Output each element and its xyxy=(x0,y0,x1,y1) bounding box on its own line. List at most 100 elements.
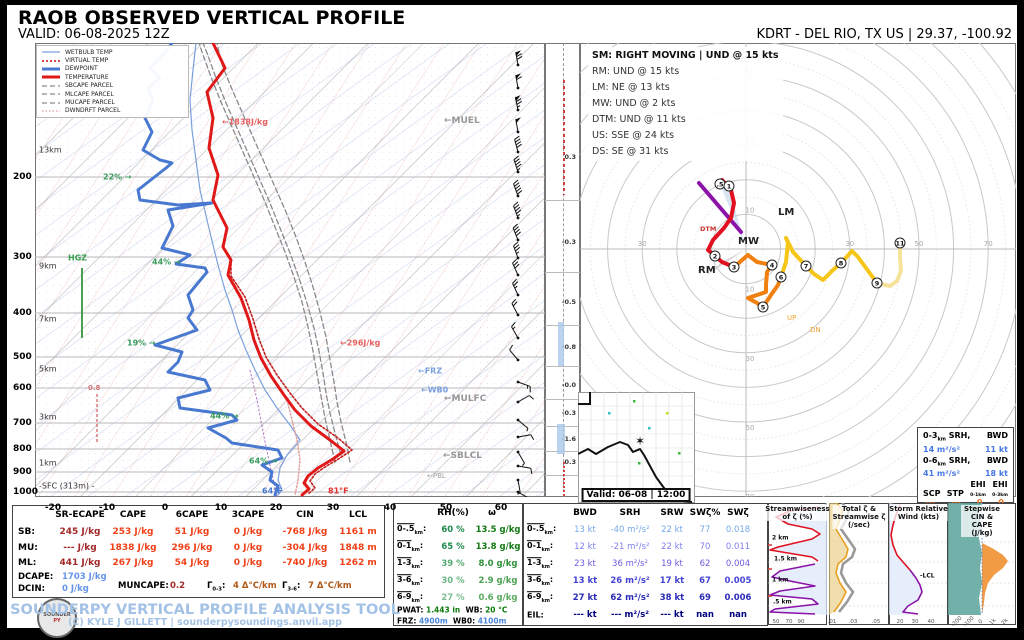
panel-tick-label: .01 xyxy=(827,619,837,625)
kinematics-cell: 0.018 xyxy=(725,525,751,535)
hodo-ring-label: 10 xyxy=(746,286,755,294)
hodo-trace xyxy=(875,241,903,288)
profile-mixratio-line xyxy=(249,369,278,497)
srh-0-6-value: 41 m²/s² xyxy=(923,469,960,479)
omega-divider xyxy=(545,200,580,201)
storm-motion-ds: DS: SE @ 31 kts xyxy=(592,146,669,157)
moisture-w-value: 2.9 g/kg xyxy=(478,576,518,586)
temp-tick-label: 20 xyxy=(269,503,283,513)
wind-barb xyxy=(515,117,521,134)
thermo-header: SR-ECAPE xyxy=(55,510,105,520)
wind-barb xyxy=(515,50,523,67)
wind-barb xyxy=(516,418,529,432)
annotation: ←FRZ xyxy=(418,366,443,376)
omega-divider xyxy=(545,366,580,367)
wind-barb xyxy=(512,258,520,277)
moisture-row-label: 0-.5km: xyxy=(397,524,427,536)
hodo-label-dn: DN xyxy=(810,326,821,334)
stp-value: --- xyxy=(951,498,961,507)
kinematics-header: SRW xyxy=(660,508,684,518)
panel-tick-label: 30 xyxy=(911,619,919,625)
kinematics-header: BWD xyxy=(573,508,597,518)
wind-barb xyxy=(516,434,535,441)
radar-echo-dot xyxy=(608,412,611,415)
thermo-header: 3CAPE xyxy=(231,510,265,520)
kinematics-cell: --- kt xyxy=(573,610,597,620)
omega-value: -1.6 xyxy=(561,435,576,443)
svg-text:.5: .5 xyxy=(717,180,724,188)
lapse-0-3-label: Γ0-3: xyxy=(207,581,226,593)
height-label: 9km xyxy=(39,261,57,271)
hodo-label-dtm: DTM xyxy=(700,225,716,233)
footer-credit: (C) KYLE J GILLETT | sounderpysoundings.… xyxy=(68,617,342,628)
svg-text:2: 2 xyxy=(713,252,718,260)
moisture-row-label: 3-6km: xyxy=(397,575,424,587)
thermo-cell: 0 J/kg xyxy=(233,558,263,568)
legend-item: DWNDRFT PARCEL xyxy=(41,107,184,115)
hodo-ring-label: 30 xyxy=(845,240,854,248)
inset-valid-label: Valid: 06-08 | 12:00 xyxy=(581,488,691,502)
wind-barb xyxy=(513,179,523,198)
legend-item: MUCAPE PARCEL xyxy=(41,98,184,106)
thermo-header: CAPE xyxy=(119,510,147,520)
svg-text:5: 5 xyxy=(761,303,766,311)
height-label: 7km xyxy=(39,314,57,324)
annotation: ←WB0 xyxy=(421,385,449,395)
thermo-cell: -304 J/kg xyxy=(282,543,328,553)
thermo-cell: 0 J/kg xyxy=(233,527,263,537)
pressure-tick-label: 400 xyxy=(13,308,32,318)
annotation: 22% → xyxy=(103,172,132,182)
location-inset-map xyxy=(578,392,695,503)
kinematics-row-label: 6-9km: xyxy=(527,592,554,604)
omega-value: 0.3 xyxy=(564,458,576,466)
legend-item: WETBULB TEMP xyxy=(41,48,184,56)
ehi-01-label: EHI 0-1km xyxy=(970,480,986,499)
hodo-height-marker xyxy=(723,180,735,192)
annotation: ←PBL xyxy=(427,472,446,480)
thermo-cell: 253 J/kg xyxy=(112,527,154,537)
hodo-height-marker xyxy=(728,261,740,273)
panel-y-label: 2 km xyxy=(772,534,789,542)
height-label: 3km xyxy=(39,412,57,422)
kinematics-cell: 23 kt xyxy=(574,559,596,569)
legend-item: TEMPERATURE xyxy=(41,73,184,81)
thermo-cell: 54 J/kg xyxy=(174,558,210,568)
hodo-ring-label: 70 xyxy=(984,240,993,248)
wind-barb xyxy=(516,450,525,466)
omega-bar xyxy=(558,322,564,366)
hodo-ring-label: 10 xyxy=(746,206,755,214)
wind-barb xyxy=(515,73,522,90)
thermo-cell: 1848 m xyxy=(339,543,377,553)
wind-barb xyxy=(516,464,533,475)
omega-divider xyxy=(545,272,580,273)
thermo-header: CIN xyxy=(296,510,314,520)
hodo-label-rm: RM xyxy=(698,265,716,276)
storm-motion-box: SM: RIGHT MOVING | UND @ 15 kts RM: UND … xyxy=(588,47,783,161)
kinematics-cell: --- m²/s² xyxy=(610,610,650,620)
scp-label: SCP xyxy=(923,489,941,499)
hodo-height-marker xyxy=(894,237,906,249)
logo-text-1: SOUNDER xyxy=(43,612,71,618)
station-star-marker: ✶ xyxy=(635,434,645,448)
omega-value: 0.3 xyxy=(564,153,576,161)
wind-barb xyxy=(509,344,520,362)
skewt-panel xyxy=(35,43,545,497)
srh-0-3-value: 14 m²/s² xyxy=(923,444,960,454)
kinematics-header: SWζ% xyxy=(689,508,721,518)
kinematics-cell: 0.004 xyxy=(725,559,751,569)
kinematics-cell: -21 m²/s² xyxy=(610,542,650,552)
thermo-row-label: MU: xyxy=(18,543,38,553)
lapse-3-6-value: 7 Δ°C/km xyxy=(308,581,352,591)
hodo-height-marker xyxy=(800,260,812,272)
storm-motion-us: US: SSE @ 24 kts xyxy=(592,130,675,141)
hodo-height-marker xyxy=(766,259,778,271)
kinematics-cell: 38 kt xyxy=(659,593,685,603)
moisture-row-label: 0-1km: xyxy=(397,541,424,553)
storm-motion-dtm: DTM: UND @ 11 kts xyxy=(592,114,686,125)
hodo-height-marker xyxy=(871,277,883,289)
inset-map-plot: ✶ xyxy=(578,392,695,503)
moisture-rh-value: 30 % xyxy=(441,576,465,586)
skewt-legend: WETBULB TEMP VIRTUAL TEMP DEWPOINT TEMPERAT… xyxy=(36,45,189,119)
skewt-plot xyxy=(35,43,545,497)
hodo-height-marker xyxy=(709,250,721,262)
